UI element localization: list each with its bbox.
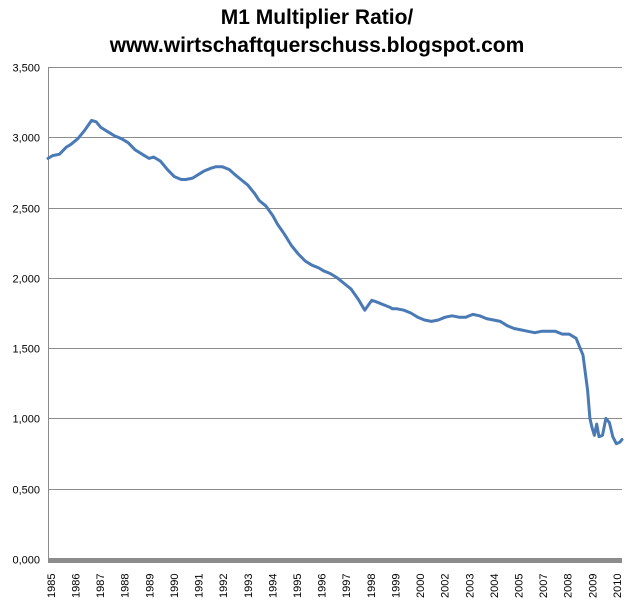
x-tick-label: 1990: [169, 574, 181, 598]
x-tick-label: 2007: [538, 574, 550, 598]
x-tick-label: 1993: [243, 574, 255, 598]
x-tick-label: 1997: [341, 574, 353, 598]
x-tick-label: 1986: [71, 574, 83, 598]
x-tick-label: 1991: [194, 574, 206, 598]
x-tick-label: 1985: [46, 574, 58, 598]
gridlines: [48, 67, 622, 490]
chart-title-line-1: M1 Multiplier Ratio/: [221, 6, 414, 29]
x-axis-tick-labels: 1985 1986 1987 1988 1989 1990 1991 1992 1993 1994…: [46, 574, 624, 598]
x-tick-label: 1995: [292, 574, 304, 598]
y-axis-tick-labels: 0,000 0,500 1,000 1,500 2,000 2,500 3,000 3,500: [12, 63, 40, 567]
y-tick-label: 1,500: [12, 344, 40, 356]
series-layer: [46, 118, 624, 446]
x-tick-label: 2008: [563, 574, 575, 598]
x-tick-label: 2000: [415, 574, 427, 598]
y-tick-label: 0,000: [12, 555, 40, 567]
x-tick-label: 1987: [95, 574, 107, 598]
y-tick-label: 1,000: [12, 414, 40, 426]
x-tick-label: 2002: [440, 574, 452, 598]
x-tick-label: 2009: [587, 574, 599, 598]
series-line-0: [46, 118, 624, 446]
x-tick-label: 1988: [120, 574, 132, 598]
x-tick-label: 2010: [612, 574, 624, 598]
axes: [48, 67, 622, 563]
x-tick-label: 2003: [464, 574, 476, 598]
y-tick-label: 3,000: [12, 133, 40, 145]
x-tick-label: 2004: [489, 574, 501, 598]
x-tick-label: 1996: [317, 574, 329, 598]
x-tick-label: 1998: [366, 574, 378, 598]
x-tick-label: 1992: [218, 574, 230, 598]
x-tick-label: 1989: [144, 574, 156, 598]
y-tick-label: 2,000: [12, 274, 40, 286]
chart-title-line-2: www.wirtschaftquerschuss.blogspot.com: [109, 34, 525, 57]
y-tick-label: 2,500: [12, 204, 40, 216]
y-tick-label: 0,500: [12, 485, 40, 497]
y-tick-label: 3,500: [12, 63, 40, 75]
x-tick-label: 2005: [513, 574, 525, 598]
x-tick-label: 1999: [390, 574, 402, 598]
x-axis-band: [48, 558, 622, 563]
x-tick-label: 1994: [267, 574, 279, 598]
